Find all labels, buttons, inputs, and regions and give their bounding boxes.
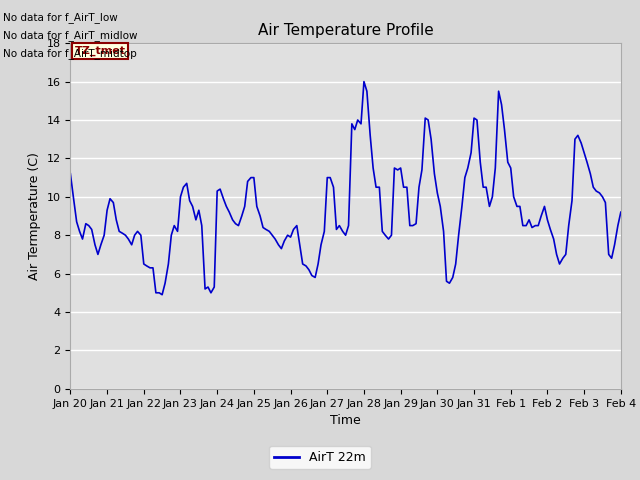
Text: No data for f_AirT_midtop: No data for f_AirT_midtop	[3, 48, 137, 60]
Text: TZ_tmet: TZ_tmet	[75, 46, 125, 56]
Legend: AirT 22m: AirT 22m	[269, 446, 371, 469]
Text: No data for f_AirT_low: No data for f_AirT_low	[3, 12, 118, 23]
Y-axis label: Air Termperature (C): Air Termperature (C)	[28, 152, 41, 280]
Text: No data for f_AirT_midlow: No data for f_AirT_midlow	[3, 30, 138, 41]
Title: Air Temperature Profile: Air Temperature Profile	[258, 23, 433, 38]
X-axis label: Time: Time	[330, 414, 361, 427]
